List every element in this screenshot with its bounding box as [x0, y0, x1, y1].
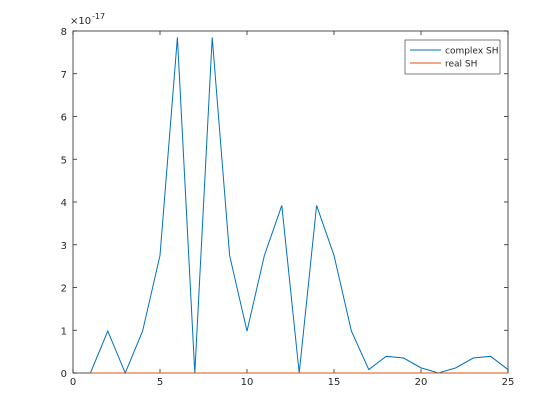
x-tick-label: 5	[157, 377, 163, 388]
y-tick-label: 2	[61, 284, 67, 295]
y-tick-label: 0	[61, 369, 67, 380]
y-tick-label: 5	[61, 155, 67, 166]
y-tick-label: 4	[61, 198, 67, 209]
x-tick-label: 0	[70, 377, 76, 388]
legend-label: complex SH	[445, 47, 498, 57]
x-tick-label: 10	[241, 377, 254, 388]
y-tick-label: 7	[61, 70, 67, 81]
x-tick-label: 20	[415, 377, 428, 388]
y-tick-label: 6	[61, 113, 67, 124]
plot-area	[72, 30, 509, 374]
y-exponent-base: ×10	[70, 16, 91, 27]
x-tick-label: 15	[328, 377, 341, 388]
x-tick-label: 25	[502, 377, 515, 388]
legend-box	[404, 39, 501, 75]
y-tick-label: 8	[61, 27, 67, 38]
y-exponent-power: -17	[92, 12, 105, 21]
y-tick-label: 1	[61, 326, 67, 337]
y-tick-label: 3	[61, 241, 67, 252]
legend-label: real SH	[445, 60, 477, 70]
